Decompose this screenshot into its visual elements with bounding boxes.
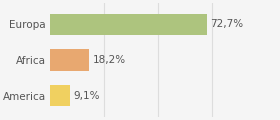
- Text: 9,1%: 9,1%: [73, 91, 99, 101]
- Text: 72,7%: 72,7%: [211, 19, 244, 29]
- Bar: [50, 49, 89, 71]
- Bar: [50, 14, 207, 35]
- Text: 18,2%: 18,2%: [93, 55, 126, 65]
- Bar: [50, 85, 70, 106]
